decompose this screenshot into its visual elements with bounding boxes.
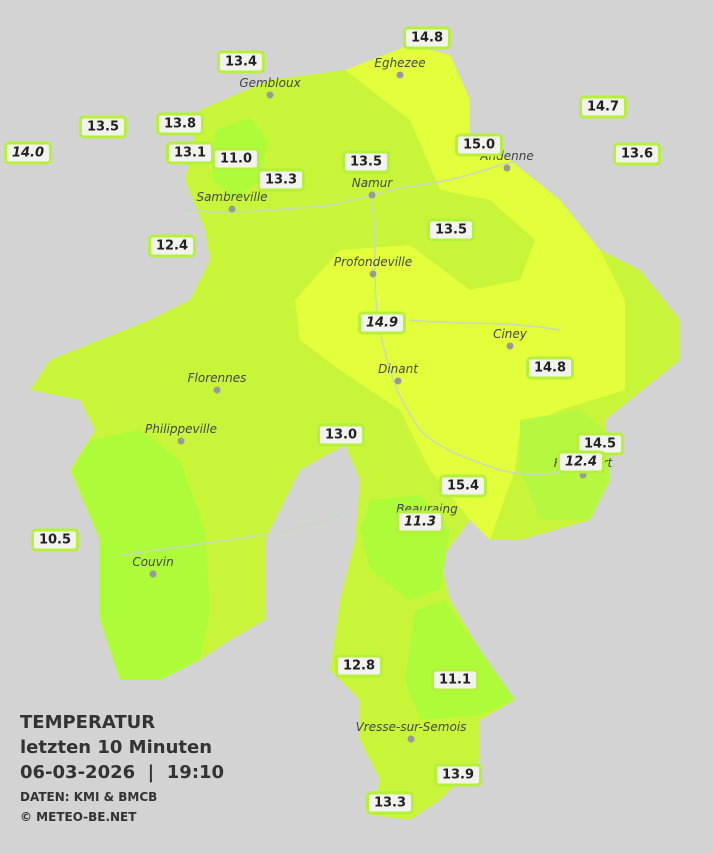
- city-label: Sambreville: [196, 190, 268, 204]
- legend-text: letzten 10 Minuten: [20, 737, 213, 758]
- station-value: 13.9: [433, 763, 483, 787]
- city-label: Profondeville: [333, 255, 413, 269]
- station-value: 12.8: [334, 654, 384, 678]
- station-value: 12.4: [556, 450, 606, 474]
- city-dot: [266, 91, 274, 99]
- city-label: Dinant: [378, 362, 418, 376]
- city-label: Eghezee: [374, 56, 426, 70]
- station-value: 13.5: [78, 115, 128, 139]
- station-value: 13.4: [216, 50, 266, 74]
- city-dot: [213, 386, 221, 394]
- city-label: Couvin: [132, 555, 174, 569]
- city-dot: [396, 71, 404, 79]
- station-value: 11.0: [211, 147, 261, 171]
- station-value: 14.7: [578, 95, 628, 119]
- station-value: 13.0: [316, 423, 366, 447]
- river: [119, 159, 591, 556]
- station-value: 14.0: [3, 141, 53, 165]
- city-label: Philippeville: [145, 422, 217, 436]
- station-value: 14.5: [575, 432, 625, 456]
- station-value: 13.8: [155, 112, 205, 136]
- city-label: Vresse-sur-Semois: [355, 720, 467, 734]
- city-label: Florennes: [187, 371, 247, 385]
- station-value: 15.0: [454, 133, 504, 157]
- city-dot: [579, 471, 587, 479]
- station-value: 13.3: [365, 791, 415, 815]
- legend-text: © METEO-BE.NET: [20, 810, 137, 824]
- station-value: 13.6: [612, 142, 662, 166]
- cool-zone: [72, 430, 210, 680]
- city-dot: [228, 205, 236, 213]
- station-value: 14.8: [402, 26, 452, 50]
- station-value: 13.1: [165, 141, 215, 165]
- station-value: 12.4: [147, 234, 197, 258]
- city-dot: [369, 270, 377, 278]
- city-label: Ciney: [493, 327, 527, 341]
- city-label: Gembloux: [239, 76, 301, 90]
- station-value: 13.5: [426, 218, 476, 242]
- station-value: 15.4: [438, 474, 488, 498]
- legend-title: TEMPERATUR: [20, 712, 156, 733]
- city-dot: [394, 377, 402, 385]
- station-value: 13.3: [256, 168, 306, 192]
- station-value: 11.1: [430, 668, 480, 692]
- station-value: 14.9: [357, 311, 407, 335]
- city-dot: [407, 735, 415, 743]
- legend-text: 06-03-2026 | 19:10: [20, 762, 225, 783]
- city-label: Namur: [351, 176, 393, 190]
- station-value: 10.5: [30, 528, 80, 552]
- city-dot: [177, 437, 185, 445]
- city-dot: [368, 191, 376, 199]
- city-dot: [506, 342, 514, 350]
- legend-text: DATEN: KMI & BMCB: [20, 790, 158, 804]
- station-value: 13.5: [341, 150, 391, 174]
- station-value: 11.3: [395, 510, 445, 534]
- station-value: 14.8: [525, 356, 575, 380]
- city-dot: [503, 164, 511, 172]
- city-dot: [149, 570, 157, 578]
